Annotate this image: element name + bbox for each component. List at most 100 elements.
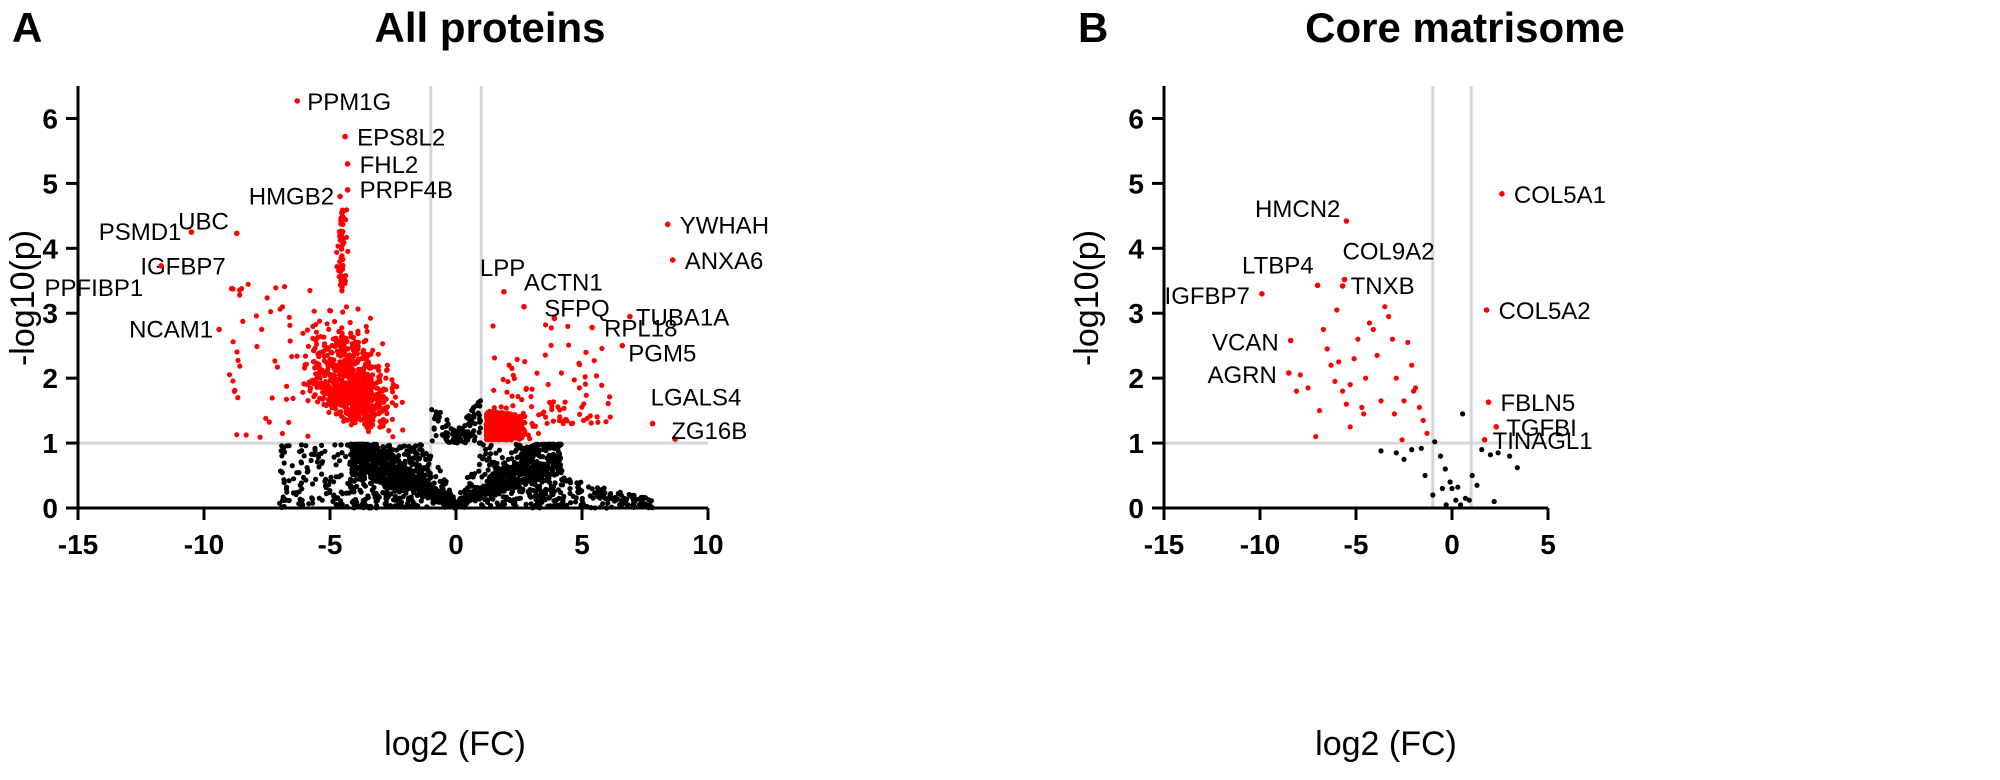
point-nonsig (385, 443, 391, 449)
point-nonsig (280, 445, 287, 451)
point-sig (1389, 336, 1396, 342)
point-nonsig (630, 497, 637, 503)
point-nonsig (1514, 465, 1520, 471)
point-nonsig (291, 476, 297, 482)
point-nonsig (562, 477, 568, 483)
point-nonsig (429, 407, 435, 413)
point-nonsig (373, 490, 379, 496)
point-nonsig (528, 494, 534, 500)
point-hmcn2 (1343, 218, 1350, 224)
point-sig (1332, 378, 1338, 384)
point-sig (591, 358, 597, 364)
point-sig (337, 269, 343, 275)
point-nonsig (403, 466, 409, 472)
point-nonsig (369, 487, 375, 493)
point-sig (583, 349, 589, 355)
point-nonsig (512, 448, 519, 454)
point-sig (515, 393, 521, 400)
point-sig (235, 395, 241, 401)
point-label-lgals4: LGALS4 (651, 385, 742, 412)
point-sig (544, 420, 550, 426)
point-nonsig (556, 441, 562, 447)
point-sig (522, 359, 528, 365)
point-nonsig (553, 471, 559, 477)
point-label-zg16b: ZG16B (671, 418, 747, 445)
point-nonsig (1458, 502, 1464, 508)
point-sig (490, 435, 496, 442)
point-sig (555, 404, 561, 410)
point-nonsig (347, 480, 353, 486)
point-nonsig (347, 461, 353, 467)
point-nonsig (517, 442, 523, 449)
point-nonsig (509, 477, 515, 484)
point-sig (327, 359, 333, 365)
point-sig (339, 359, 345, 365)
point-sig (584, 415, 590, 421)
point-nonsig (385, 485, 391, 491)
point-label-rpl18: RPL18 (604, 316, 677, 343)
point-nonsig (1437, 453, 1444, 459)
y-tick-label: 6 (42, 103, 58, 134)
point-nonsig (337, 458, 343, 464)
point-nonsig (514, 454, 521, 461)
x-tick-label: 0 (1444, 529, 1460, 560)
point-nonsig (557, 462, 564, 468)
point-fhl2 (344, 161, 351, 167)
point-nonsig (488, 461, 494, 467)
point-nonsig (311, 452, 317, 458)
point-sig (548, 342, 554, 348)
point-sig (317, 375, 323, 381)
point-sig (360, 408, 366, 414)
point-nonsig (629, 492, 635, 498)
point-sig (505, 412, 511, 418)
point-nonsig (544, 441, 550, 447)
point-sig (338, 409, 344, 415)
point-nonsig (1401, 456, 1407, 462)
point-nonsig (303, 477, 309, 483)
point-nonsig (405, 470, 411, 476)
point-nonsig (418, 498, 424, 504)
point-sig (363, 387, 369, 393)
point-sig (1399, 437, 1405, 443)
point-nonsig (327, 488, 333, 494)
y-tick-label: 1 (1128, 428, 1144, 459)
point-sig (583, 392, 589, 398)
point-anxa6 (669, 257, 676, 263)
point-nonsig (624, 501, 630, 507)
point-nonsig (475, 410, 481, 416)
point-sig (329, 376, 336, 382)
point-sig (350, 386, 357, 392)
point-ubc (234, 230, 240, 237)
point-nonsig (467, 480, 473, 487)
point-nonsig (489, 474, 495, 481)
point-nonsig (416, 456, 423, 462)
point-sig (268, 309, 274, 315)
point-nonsig (520, 486, 526, 492)
point-ltbp4 (1314, 282, 1321, 289)
point-nonsig (322, 448, 328, 454)
point-sig (287, 322, 293, 328)
point-nonsig (286, 478, 292, 484)
point-sig (313, 329, 319, 335)
point-sig (330, 336, 336, 342)
point-sig (368, 351, 374, 357)
point-nonsig (279, 453, 285, 459)
point-nonsig (454, 431, 460, 437)
point-sig (389, 377, 395, 383)
point-sig (547, 399, 553, 405)
point-sig (516, 436, 522, 442)
panel-a-x-axis-title: log2 (FC) (384, 725, 526, 763)
point-nonsig (1449, 485, 1455, 492)
point-nonsig (536, 442, 542, 448)
point-col9a2 (1341, 276, 1348, 283)
point-nonsig (558, 470, 564, 476)
point-sig (253, 313, 259, 319)
point-nonsig (450, 494, 456, 500)
point-nonsig (578, 479, 584, 485)
point-sig (312, 345, 318, 351)
panel-b-plot: HMCN2 LTBP4 COL9A2 TNXB IGFBP7 VCAN AGRN COL5A1… (1128, 86, 1606, 560)
point-nonsig (487, 451, 494, 457)
point-nonsig (389, 452, 396, 458)
point-nonsig (351, 478, 357, 484)
